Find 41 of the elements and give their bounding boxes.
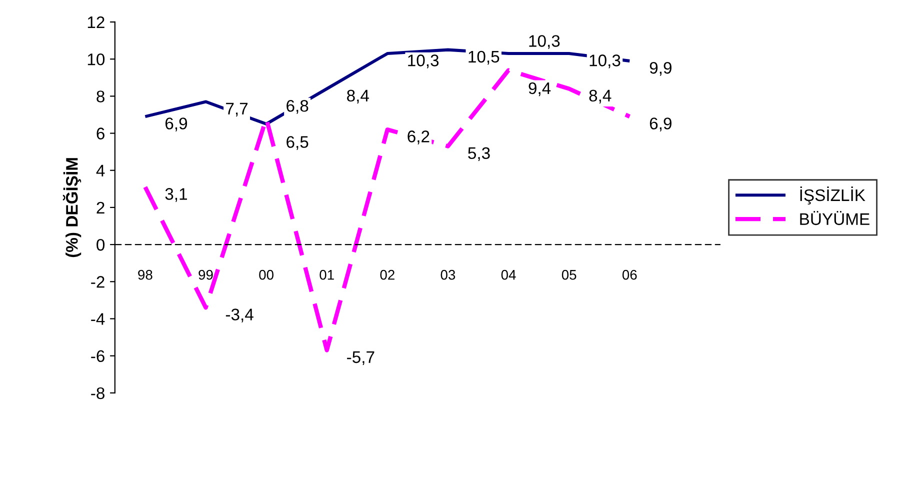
x-tick-label: 05 bbox=[562, 270, 576, 280]
x-tick-label: 03 bbox=[440, 270, 456, 280]
data-label: -3,4 bbox=[226, 308, 254, 322]
y-axis-title: (%) DEĞİŞİM bbox=[62, 158, 82, 258]
y-tick-label: -2 bbox=[91, 276, 104, 288]
data-label: 9,4 bbox=[528, 82, 551, 96]
y-tick-label: 12 bbox=[88, 16, 104, 28]
legend-label: İŞSİZLİK bbox=[800, 186, 866, 204]
data-label: 6,8 bbox=[286, 100, 308, 114]
x-tick-label: 02 bbox=[380, 270, 394, 280]
x-tick-label: 99 bbox=[198, 270, 213, 280]
data-label: 10,5 bbox=[468, 50, 500, 65]
data-label: -5,7 bbox=[347, 351, 374, 366]
data-label: 6,2 bbox=[408, 130, 430, 144]
data-label: 5,3 bbox=[468, 147, 490, 162]
y-tick-label: -6 bbox=[91, 350, 104, 362]
x-tick-label: 00 bbox=[259, 270, 274, 280]
legend-label: BÜYÜME bbox=[800, 210, 870, 226]
x-tick-label: 06 bbox=[622, 270, 637, 280]
x-tick-label: 01 bbox=[320, 270, 334, 280]
y-tick-label: 0 bbox=[96, 238, 105, 251]
data-label: 9,9 bbox=[650, 62, 672, 76]
data-label: 8,4 bbox=[347, 90, 369, 104]
y-tick-label: 4 bbox=[96, 164, 105, 176]
y-tick-label: 2 bbox=[96, 202, 104, 214]
data-label: 10,3 bbox=[590, 54, 620, 68]
data-label: 3,1 bbox=[165, 188, 187, 202]
y-tick-label: 10 bbox=[88, 53, 105, 66]
data-label: 6,9 bbox=[650, 118, 672, 132]
y-tick-label: 6 bbox=[96, 128, 104, 140]
x-tick-label: 04 bbox=[501, 270, 516, 280]
data-label: 6,9 bbox=[165, 118, 188, 132]
x-tick-label: 98 bbox=[138, 270, 152, 280]
data-label: 6,5 bbox=[286, 136, 308, 150]
y-tick-label: -4 bbox=[91, 313, 105, 325]
data-label: 10,3 bbox=[408, 54, 439, 68]
y-tick-label: -8 bbox=[91, 387, 104, 400]
data-label: 8,4 bbox=[589, 90, 612, 104]
data-label: 10,3 bbox=[529, 35, 560, 49]
y-tick-label: 8 bbox=[96, 90, 104, 102]
data-label: 7,7 bbox=[226, 102, 248, 117]
